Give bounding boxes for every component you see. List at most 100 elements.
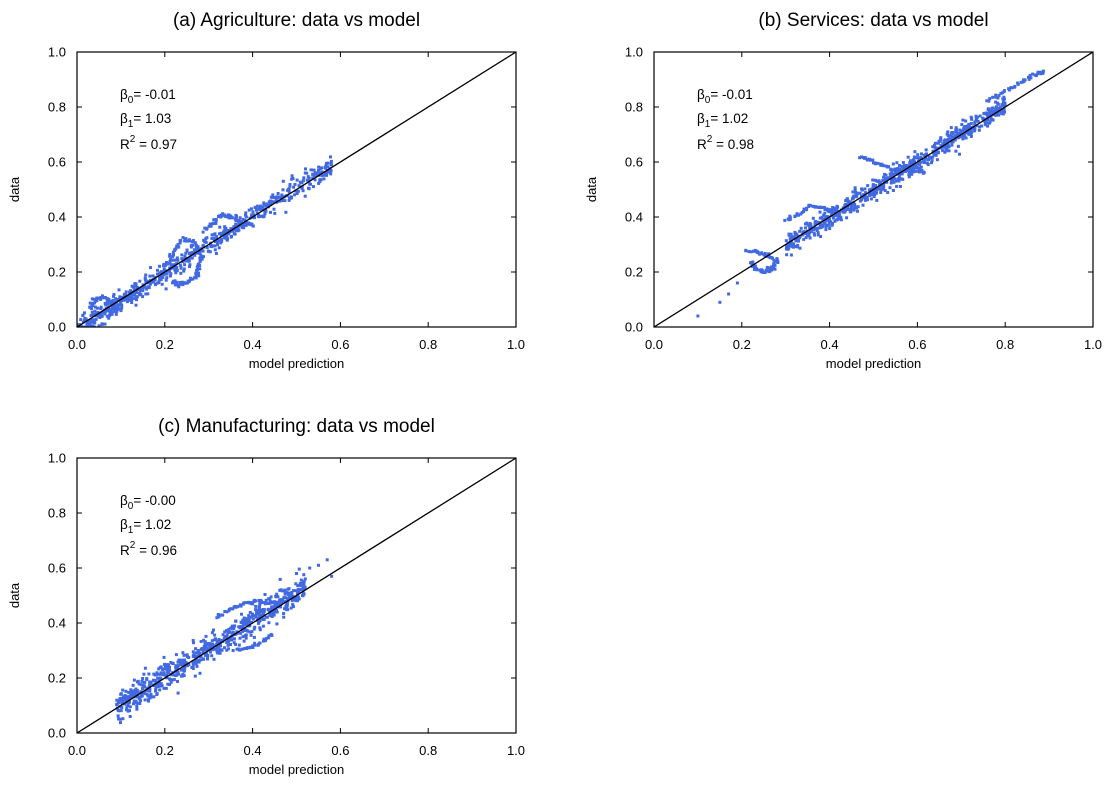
data-point xyxy=(162,673,166,677)
data-point xyxy=(219,644,222,648)
data-point xyxy=(127,294,131,298)
data-point xyxy=(273,604,277,608)
data-point xyxy=(852,208,856,212)
data-point xyxy=(254,599,258,603)
data-point xyxy=(831,211,835,215)
data-point xyxy=(210,237,214,240)
data-point xyxy=(139,699,142,703)
data-point xyxy=(182,267,186,271)
data-point xyxy=(153,278,157,282)
data-point xyxy=(312,174,316,178)
data-point xyxy=(214,643,218,647)
data-point xyxy=(199,655,203,658)
data-point xyxy=(168,254,172,258)
data-point xyxy=(224,215,228,218)
data-point xyxy=(254,205,258,209)
data-point xyxy=(90,310,94,314)
data-point xyxy=(92,297,96,301)
data-point xyxy=(242,639,246,643)
data-point xyxy=(186,664,190,668)
data-point xyxy=(308,566,312,570)
data-point xyxy=(969,131,973,135)
data-point xyxy=(213,633,217,637)
data-point xyxy=(927,158,930,162)
data-point xyxy=(169,257,173,261)
data-point xyxy=(324,161,328,165)
y-tick-label: 1.0 xyxy=(48,45,66,60)
data-point xyxy=(125,708,128,712)
data-point xyxy=(179,668,183,672)
data-point xyxy=(220,648,224,652)
data-point xyxy=(969,122,973,125)
data-point xyxy=(202,244,205,248)
data-point xyxy=(315,173,319,177)
data-point xyxy=(1034,74,1038,78)
data-point xyxy=(241,623,245,627)
data-point xyxy=(132,699,136,703)
data-point xyxy=(804,208,808,212)
data-point xyxy=(299,578,303,582)
data-point xyxy=(798,246,802,250)
data-point xyxy=(156,685,160,688)
data-point xyxy=(273,600,277,604)
data-point xyxy=(763,251,767,255)
data-point xyxy=(172,673,176,677)
data-point xyxy=(170,678,174,682)
data-point xyxy=(183,239,187,243)
data-point xyxy=(761,270,765,274)
data-point xyxy=(931,149,935,153)
data-point xyxy=(217,615,221,619)
data-point xyxy=(966,124,970,128)
data-point xyxy=(204,237,208,241)
data-point xyxy=(217,246,221,250)
data-point xyxy=(785,247,788,251)
data-point xyxy=(226,640,230,644)
data-point xyxy=(230,624,234,628)
data-point xyxy=(770,265,773,269)
data-point xyxy=(286,593,290,597)
data-point xyxy=(191,667,195,670)
data-point xyxy=(849,206,853,210)
data-point xyxy=(162,262,166,266)
x-tick-label: 0.8 xyxy=(996,337,1014,352)
data-point xyxy=(186,279,190,283)
data-point xyxy=(783,218,787,222)
data-point xyxy=(223,630,227,634)
data-point xyxy=(322,177,326,181)
data-point xyxy=(776,261,780,264)
data-point xyxy=(223,236,227,240)
data-point xyxy=(1001,100,1005,104)
data-point xyxy=(786,217,790,221)
data-point xyxy=(176,670,180,674)
data-point xyxy=(154,686,158,690)
data-point xyxy=(253,614,257,618)
data-point xyxy=(258,641,262,645)
data-point xyxy=(295,192,299,195)
data-point xyxy=(282,615,286,619)
data-point xyxy=(318,171,322,175)
data-point xyxy=(263,203,267,207)
data-point xyxy=(907,170,911,174)
data-point xyxy=(132,285,136,289)
data-point xyxy=(143,684,147,688)
data-point xyxy=(290,590,294,594)
data-point xyxy=(168,668,172,672)
data-point xyxy=(245,646,249,650)
data-point xyxy=(767,266,771,270)
data-point xyxy=(827,210,831,214)
data-point xyxy=(130,301,134,304)
data-point xyxy=(973,129,976,133)
data-point xyxy=(115,309,119,313)
data-point xyxy=(244,211,248,215)
y-tick-label: 0.2 xyxy=(625,265,643,280)
data-point xyxy=(942,145,946,149)
data-point xyxy=(253,641,257,645)
data-point xyxy=(119,301,123,305)
data-point xyxy=(139,683,143,687)
data-point xyxy=(164,666,168,670)
data-point xyxy=(789,232,793,236)
data-point xyxy=(237,631,241,635)
data-point xyxy=(901,161,905,165)
data-point xyxy=(162,686,166,690)
data-point xyxy=(916,153,920,157)
